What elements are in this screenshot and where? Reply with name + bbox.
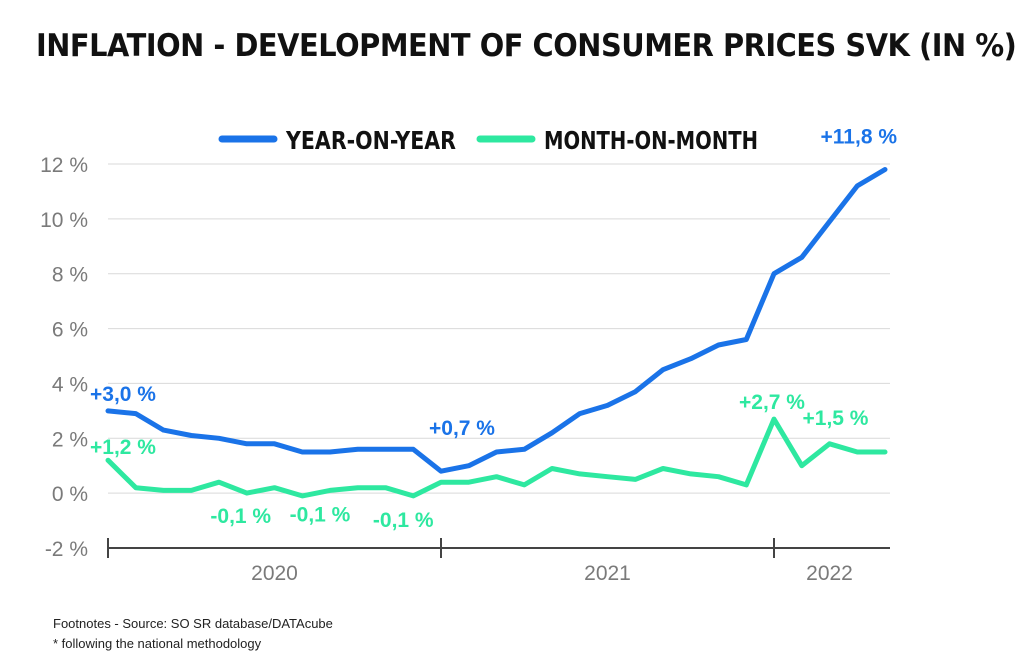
legend-label: YEAR-ON-YEAR <box>285 126 456 155</box>
y-tick-label: 0 % <box>52 483 88 506</box>
chart-title: INFLATION - DEVELOPMENT OF CONSUMER PRIC… <box>35 28 1017 64</box>
data-label: -0,1 % <box>373 509 434 532</box>
data-label: +1,5 % <box>803 407 869 430</box>
y-tick-label: 8 % <box>52 264 88 287</box>
x-group-label: 2021 <box>584 562 631 585</box>
data-label: -0,1 % <box>290 503 351 526</box>
data-label: +11,8 % <box>821 125 898 148</box>
data-label: -0,1 % <box>210 505 271 528</box>
series-line <box>105 167 888 474</box>
y-tick-label: -2 % <box>45 538 88 561</box>
data-label: +1,2 % <box>90 436 156 459</box>
legend-label: MONTH-ON-MONTH <box>544 126 758 155</box>
y-tick-label: 4 % <box>52 373 88 396</box>
data-label: +2,7 % <box>739 391 805 414</box>
footnote-source: Footnotes - Source: SO SR database/DATAc… <box>53 616 333 631</box>
data-label: +0,7 % <box>429 417 495 440</box>
y-tick-label: 12 % <box>40 154 88 177</box>
data-label: +3,0 % <box>90 383 156 406</box>
x-group-label: 2022 <box>806 562 853 585</box>
y-tick-label: 10 % <box>40 209 88 232</box>
footnote-methodology: * following the national methodology <box>53 636 262 651</box>
x-group-label: 2020 <box>251 562 298 585</box>
y-tick-label: 6 % <box>52 319 88 342</box>
series-line <box>105 416 888 499</box>
y-tick-label: 2 % <box>52 428 88 451</box>
